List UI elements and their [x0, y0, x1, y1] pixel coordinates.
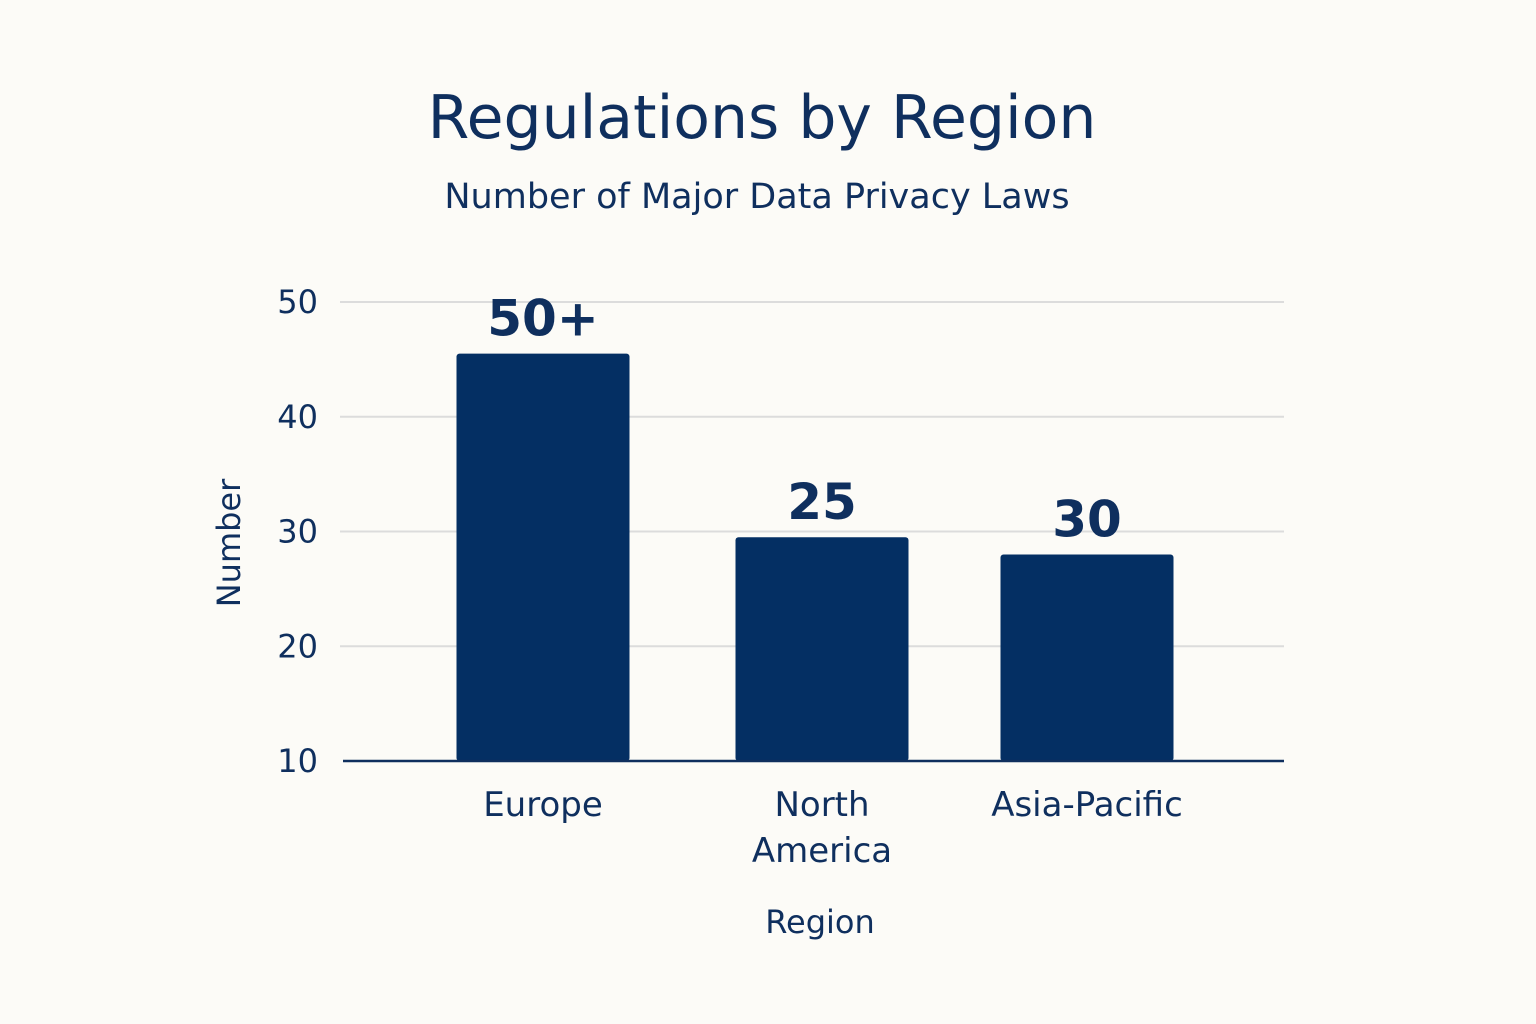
bar	[735, 537, 909, 761]
chart-title: Regulations by Region	[428, 83, 1097, 153]
x-category-label: America	[752, 831, 892, 871]
x-axis-title: Region	[765, 903, 875, 941]
y-tick-label: 40	[277, 398, 318, 436]
x-category-label: Asia-Pacific	[991, 785, 1183, 825]
chart-subtitle: Number of Major Data Privacy Laws	[444, 177, 1069, 217]
y-tick-label: 10	[277, 742, 318, 780]
bar	[1000, 554, 1174, 761]
y-tick-label: 20	[277, 627, 318, 665]
data-labels: 50+ 25 30	[487, 290, 1122, 549]
bar-value-label: 25	[787, 473, 857, 531]
x-category-label: Europe	[483, 785, 603, 825]
bar	[456, 353, 630, 761]
x-category-label: North	[774, 785, 869, 825]
bar-value-label: 50+	[487, 290, 598, 348]
y-axis-title: Number	[210, 478, 248, 607]
y-tick-label: 30	[277, 513, 318, 551]
bars	[456, 353, 1174, 761]
y-tick-label: 50	[277, 283, 318, 321]
y-axis-ticks: 10 20 30 40 50	[277, 283, 318, 780]
x-axis-categories: Europe North America Asia-Pacific	[483, 785, 1183, 871]
bar-value-label: 30	[1052, 490, 1122, 548]
